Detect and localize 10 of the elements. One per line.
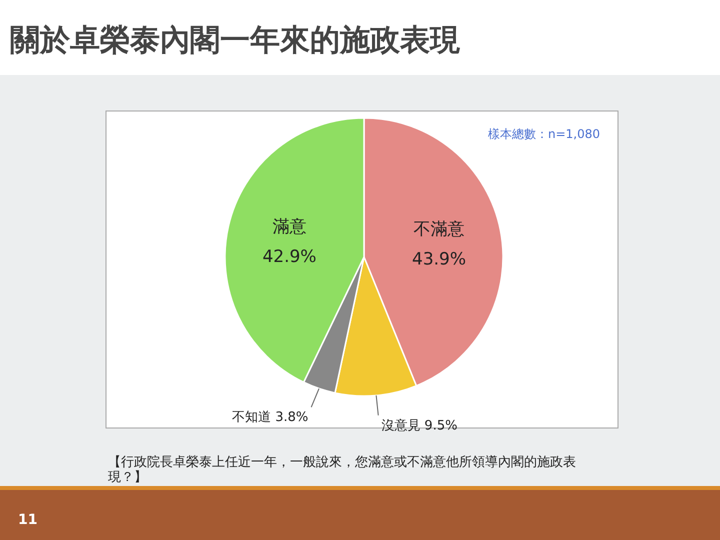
slice-label: 滿意	[272, 216, 306, 237]
slice-label: 沒意見 9.5%	[381, 418, 458, 434]
slice-label: 不滿意	[414, 219, 465, 240]
text: 樣本總數：n=1,080	[488, 127, 600, 141]
chart-title: 關於卓榮泰內閣一年來的施政表現	[10, 23, 461, 58]
text: 11	[18, 512, 38, 528]
data-label: 42.9%	[262, 246, 316, 267]
data-label: 43.9%	[412, 249, 466, 270]
slice-label: 不知道 3.8%	[232, 410, 308, 426]
text: 【行政院長卓榮泰上任近一年，一般說來，您滿意或不滿意他所領導內閣的施政表現？】	[108, 455, 577, 485]
